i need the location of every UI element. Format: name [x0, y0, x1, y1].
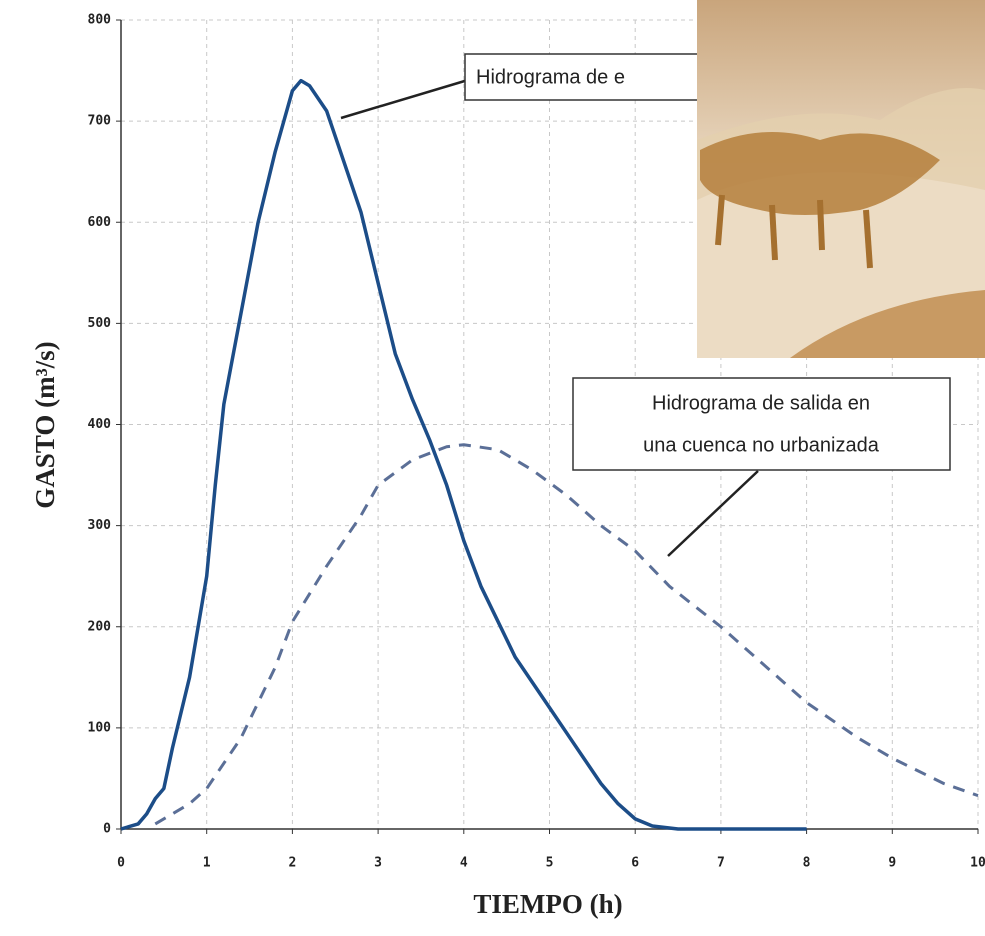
annotation: Hidrograma de e	[476, 66, 625, 88]
leader-line	[340, 78, 469, 120]
x-tick-label: 2	[288, 856, 296, 871]
x-tick-label: 4	[460, 856, 468, 871]
y-tick-label: 200	[88, 619, 112, 634]
y-tick-label: 0	[103, 822, 111, 837]
x-tick-label: 7	[717, 856, 725, 871]
x-tick-label: 9	[888, 856, 896, 871]
x-axis-label: TIEMPO (h)	[473, 889, 622, 919]
x-tick-label: 6	[631, 856, 639, 871]
series-line	[120, 78, 807, 831]
x-tick-label: 3	[374, 856, 382, 871]
y-tick-label: 100	[88, 720, 112, 735]
x-tick-label: 10	[970, 856, 985, 871]
x-tick-label: 1	[203, 856, 211, 871]
annotation-box	[464, 53, 726, 101]
y-tick-label: 800	[88, 13, 112, 28]
x-tick-label: 8	[803, 856, 811, 871]
y-tick-label: 300	[88, 518, 112, 533]
annotation-box	[572, 377, 951, 471]
x-tick-label: 0	[117, 856, 125, 871]
leader-line	[667, 470, 759, 557]
landscape-image	[697, 0, 985, 358]
annotation: una cuenca no urbanizada	[643, 434, 880, 456]
y-tick-label: 400	[88, 417, 112, 432]
y-tick-label: 500	[88, 316, 112, 331]
y-axis-label: GASTO (m³/s)	[30, 341, 60, 508]
y-tick-label: 700	[88, 114, 112, 129]
series-line	[154, 443, 979, 826]
y-tick-label: 600	[88, 215, 112, 230]
x-tick-label: 5	[546, 856, 554, 871]
annotation: Hidrograma de salida en	[652, 392, 870, 414]
